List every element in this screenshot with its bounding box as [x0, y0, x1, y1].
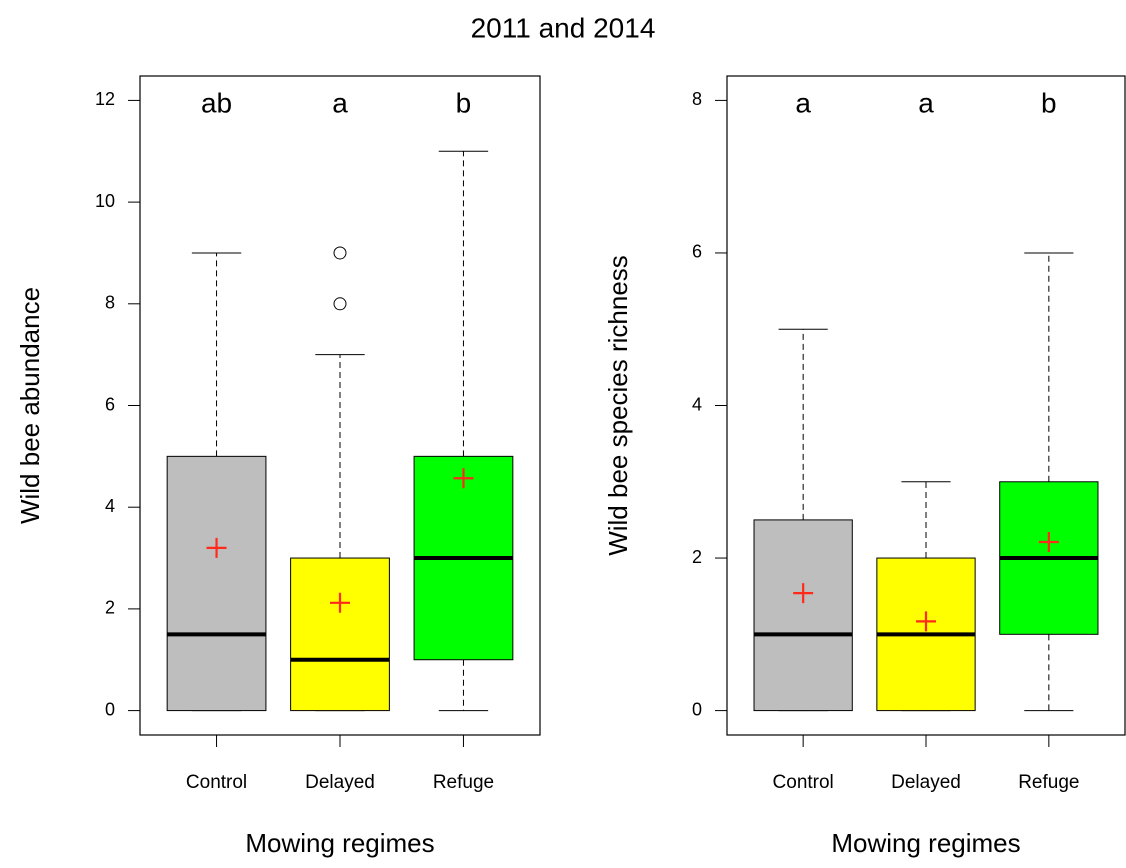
y-axis-label: Wild bee species richness — [603, 255, 633, 556]
mean-marker — [330, 592, 350, 613]
significance-letter: a — [795, 87, 811, 118]
box — [753, 519, 853, 712]
y-axis-label: Wild bee abundance — [15, 287, 45, 524]
y-tick-label: 0 — [692, 699, 702, 719]
y-tick-label: 4 — [105, 496, 115, 516]
y-tick-label: 8 — [105, 293, 115, 313]
y-tick-label: 6 — [692, 242, 702, 262]
y-tick-label: 2 — [105, 598, 115, 618]
mean-marker — [206, 537, 227, 558]
significance-letter: a — [918, 87, 934, 118]
box — [290, 557, 390, 712]
significance-letter: a — [332, 87, 348, 118]
y-tick-label: 4 — [692, 394, 702, 414]
significance-letter: b — [1041, 87, 1057, 118]
y-tick-label: 8 — [692, 89, 702, 109]
box — [166, 455, 267, 712]
outlier — [333, 246, 347, 260]
mean-marker — [793, 583, 814, 604]
x-tick-label: Control — [773, 772, 834, 793]
y-tick-label: 10 — [95, 191, 115, 211]
y-tick-label: 6 — [105, 394, 115, 414]
mean-marker — [1038, 532, 1059, 553]
mean-marker — [453, 468, 474, 489]
x-tick-label: Delayed — [305, 772, 375, 793]
significance-letter: ab — [201, 87, 232, 118]
outlier — [333, 297, 347, 311]
x-tick-label: Control — [186, 772, 247, 793]
significance-letter: b — [456, 87, 472, 118]
x-axis-label: Mowing regimes — [831, 828, 1020, 858]
x-tick-label: Refuge — [1018, 772, 1079, 793]
y-tick-label: 2 — [692, 547, 702, 567]
chart-title: 2011 and 2014 — [471, 12, 656, 43]
x-axis-label: Mowing regimes — [245, 828, 434, 858]
y-tick-label: 0 — [105, 699, 115, 719]
x-tick-label: Delayed — [891, 772, 961, 793]
y-tick-label: 12 — [95, 89, 115, 109]
x-tick-label: Refuge — [433, 772, 494, 793]
mean-marker — [916, 611, 936, 632]
